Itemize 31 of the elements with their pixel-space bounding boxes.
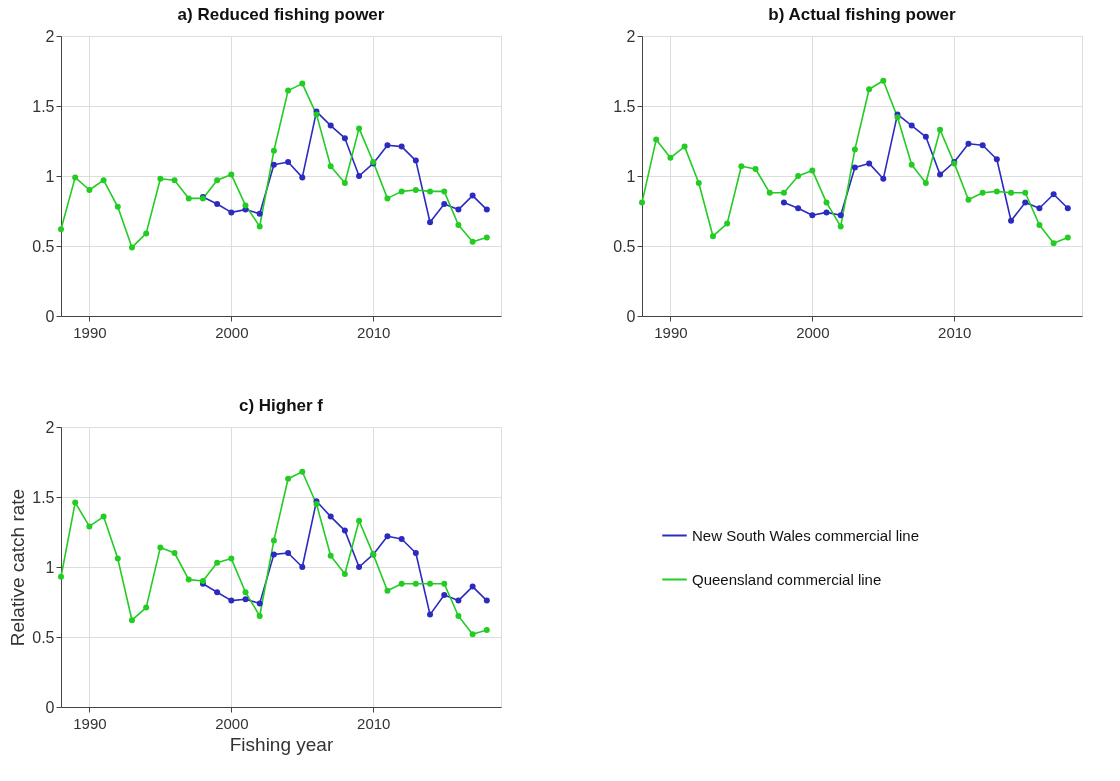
y-tick-label: 0 [626,307,636,325]
x-tick-label: 2010 [357,323,391,341]
x-tick-label: 2010 [938,323,972,341]
x-tick-label: 2000 [796,323,830,341]
x-tick-label: 1990 [73,323,107,341]
chart-title: c) Higher f [238,396,324,415]
y-tick-label: 0 [45,307,55,325]
legend-label: Queensland commercial line [692,570,882,588]
y-tick-label: 0.5 [32,628,55,646]
y-tick-label: 0.5 [32,237,55,255]
chart-title: b) Actual fishing power [768,5,957,24]
x-tick-label: 2010 [357,714,391,732]
x-tick-label: 2000 [215,323,249,341]
y-tick-label: 0.5 [613,237,636,255]
y-tick-label: 1 [45,167,55,185]
x-tick-label: 1990 [73,714,107,732]
x-tick-label: 2000 [215,714,249,732]
x-tick-label: 1990 [654,323,688,341]
y-axis-title: Relative catch rate [7,488,29,647]
legend-label: New South Wales commercial line [692,526,920,544]
y-tick-label: 2 [45,418,55,436]
y-tick-label: 0 [45,698,55,716]
y-tick-label: 1.5 [32,488,55,506]
y-tick-label: 2 [626,27,636,45]
y-tick-label: 2 [45,27,55,45]
y-tick-label: 1 [626,167,636,185]
x-axis-title: Fishing year [229,733,334,755]
y-tick-label: 1.5 [32,97,55,115]
chart-title: a) Reduced fishing power [177,5,385,24]
y-tick-label: 1 [45,558,55,576]
y-tick-label: 1.5 [613,97,636,115]
